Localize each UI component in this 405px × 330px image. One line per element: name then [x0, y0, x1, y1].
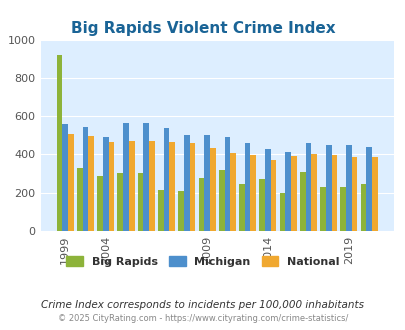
Bar: [244, 143, 250, 231]
Bar: [169, 142, 175, 231]
Text: © 2025 CityRating.com - https://www.cityrating.com/crime-statistics/: © 2025 CityRating.com - https://www.city…: [58, 314, 347, 323]
Bar: [331, 155, 337, 231]
Bar: [325, 145, 331, 231]
Bar: [77, 168, 82, 231]
Bar: [320, 187, 325, 231]
Bar: [340, 187, 345, 231]
Bar: [365, 148, 371, 231]
Bar: [163, 128, 169, 231]
Bar: [345, 145, 351, 231]
Bar: [189, 143, 195, 231]
Bar: [178, 191, 183, 231]
Bar: [158, 190, 163, 231]
Text: Big Rapids Violent Crime Index: Big Rapids Violent Crime Index: [70, 21, 335, 36]
Bar: [250, 155, 256, 231]
Text: Crime Index corresponds to incidents per 100,000 inhabitants: Crime Index corresponds to incidents per…: [41, 300, 364, 310]
Bar: [264, 149, 270, 231]
Bar: [108, 142, 114, 231]
Bar: [198, 178, 204, 231]
Bar: [82, 127, 88, 231]
Bar: [270, 160, 276, 231]
Bar: [360, 183, 365, 231]
Bar: [128, 141, 134, 231]
Bar: [224, 137, 230, 231]
Bar: [123, 123, 128, 231]
Bar: [218, 170, 224, 231]
Bar: [209, 148, 215, 231]
Legend: Big Rapids, Michigan, National: Big Rapids, Michigan, National: [66, 256, 339, 267]
Bar: [62, 124, 68, 231]
Bar: [279, 193, 285, 231]
Bar: [88, 136, 94, 231]
Bar: [311, 154, 316, 231]
Bar: [371, 157, 377, 231]
Bar: [299, 172, 305, 231]
Bar: [351, 157, 357, 231]
Bar: [143, 123, 149, 231]
Bar: [97, 177, 102, 231]
Bar: [68, 134, 73, 231]
Bar: [230, 153, 235, 231]
Bar: [117, 173, 123, 231]
Bar: [239, 183, 244, 231]
Bar: [149, 141, 154, 231]
Bar: [259, 179, 264, 231]
Bar: [57, 55, 62, 231]
Bar: [204, 135, 209, 231]
Bar: [285, 151, 290, 231]
Bar: [305, 143, 311, 231]
Bar: [102, 137, 108, 231]
Bar: [183, 135, 189, 231]
Bar: [290, 156, 296, 231]
Bar: [137, 173, 143, 231]
